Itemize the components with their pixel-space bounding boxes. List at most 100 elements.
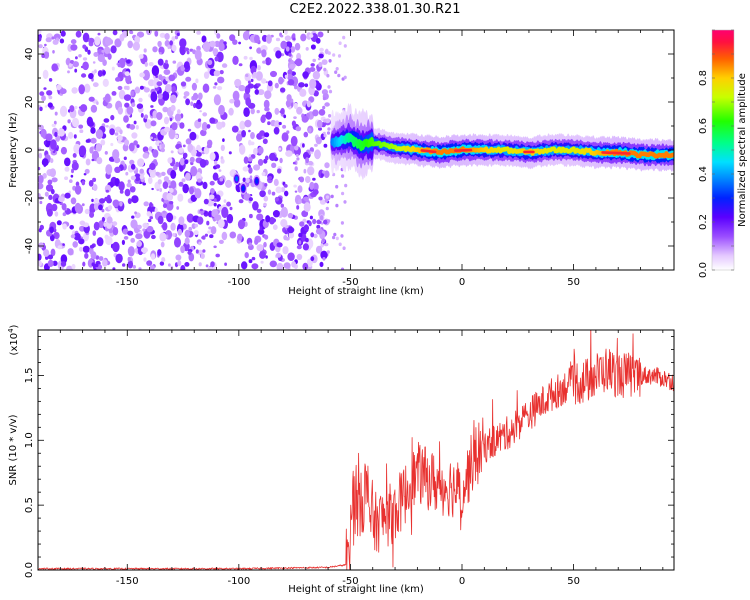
noise-speck: [136, 31, 145, 38]
noise-speck: [104, 196, 109, 202]
noise-speck: [260, 115, 266, 123]
noise-speck: [216, 33, 221, 39]
noise-speck: [291, 261, 296, 268]
noise-speck: [191, 82, 197, 91]
noise-speck: [166, 212, 174, 223]
noise-speck: [248, 242, 252, 247]
noise-speck: [75, 30, 82, 38]
noise-speck: [196, 30, 202, 35]
noise-speck: [38, 228, 42, 233]
noise-speck: [210, 261, 215, 268]
noise-speck: [126, 106, 134, 115]
noise-speck: [297, 185, 303, 193]
noise-speck: [291, 120, 296, 127]
noise-speck: [81, 73, 87, 78]
noise-speck: [42, 69, 49, 79]
noise-speck: [214, 40, 220, 48]
noise-speck: [44, 43, 47, 47]
noise-speck: [254, 238, 259, 245]
noise-speck: [212, 86, 217, 89]
noise-speck: [85, 158, 91, 166]
noise-speck: [73, 232, 81, 241]
noise-speck: [214, 82, 218, 86]
noise-speck: [152, 46, 158, 53]
noise-speck: [151, 234, 156, 240]
noise-speck: [95, 263, 99, 268]
noise-speck: [263, 202, 267, 207]
noise-speck: [56, 84, 62, 91]
noise-speck: [64, 166, 70, 172]
noise-speck: [54, 211, 59, 217]
noise-speck: [229, 231, 237, 239]
noise-speck: [48, 194, 53, 200]
noise-speck: [338, 242, 342, 247]
noise-speck: [243, 107, 250, 117]
noise-speck: [296, 106, 303, 115]
noise-speck: [93, 52, 99, 57]
noise-speck: [196, 178, 202, 183]
noise-speck: [160, 210, 168, 218]
noise-speck: [127, 246, 135, 257]
noise-speck: [283, 114, 287, 119]
noise-speck: [215, 253, 220, 258]
x-tick-label: -150: [116, 576, 139, 587]
noise-speck: [117, 85, 123, 91]
noise-speck: [294, 190, 298, 193]
noise-speck: [330, 194, 334, 199]
chart-title: C2E2.2022.338.01.30.R21: [289, 2, 461, 17]
noise-speck: [321, 59, 328, 65]
noise-speck: [67, 119, 71, 124]
noise-speck: [154, 30, 159, 37]
noise-speck: [322, 170, 326, 174]
noise-speck: [107, 205, 113, 211]
noise-speck: [197, 92, 203, 100]
noise-speck: [290, 135, 298, 147]
noise-speck: [220, 144, 225, 152]
noise-speck: [275, 186, 282, 194]
noise-speck: [39, 91, 45, 96]
noise-speck: [244, 72, 251, 82]
noise-speck: [318, 53, 324, 59]
noise-speck: [214, 160, 218, 165]
noise-speck: [328, 89, 333, 94]
noise-speck: [177, 228, 182, 236]
noise-speck: [112, 199, 120, 208]
noise-speck: [327, 85, 331, 89]
noise-speck: [259, 190, 266, 198]
noise-speck: [71, 263, 76, 270]
noise-speck: [248, 167, 253, 174]
noise-speck: [325, 195, 330, 199]
noise-speck: [69, 225, 74, 230]
noise-speck: [192, 92, 199, 101]
noise-speck: [272, 210, 280, 218]
noise-speck: [115, 253, 123, 264]
noise-speck: [280, 107, 285, 115]
noise-speck: [123, 236, 129, 240]
noise-speck: [296, 205, 300, 210]
noise-speck: [324, 242, 329, 247]
noise-speck: [130, 175, 136, 181]
noise-speck: [308, 127, 312, 133]
noise-speck: [38, 30, 42, 35]
noise-speck: [45, 133, 53, 141]
noise-speck: [287, 212, 294, 219]
noise-speck: [70, 234, 76, 239]
noise-speck: [45, 184, 54, 192]
noise-speck: [124, 188, 131, 197]
noise-speck: [104, 46, 111, 54]
noise-speck: [303, 202, 311, 213]
noise-speck: [231, 125, 239, 133]
noise-speck: [149, 202, 153, 207]
noise-speck: [257, 229, 265, 235]
noise-speck: [142, 228, 146, 232]
noise-speck: [119, 201, 123, 207]
noise-speck: [287, 252, 295, 261]
noise-speck: [210, 226, 217, 235]
noise-speck: [43, 249, 50, 257]
noise-speck: [78, 238, 85, 245]
noise-speck: [249, 46, 253, 50]
noise-speck: [285, 237, 290, 241]
noise-speck: [213, 70, 221, 77]
noise-speck: [317, 57, 321, 61]
